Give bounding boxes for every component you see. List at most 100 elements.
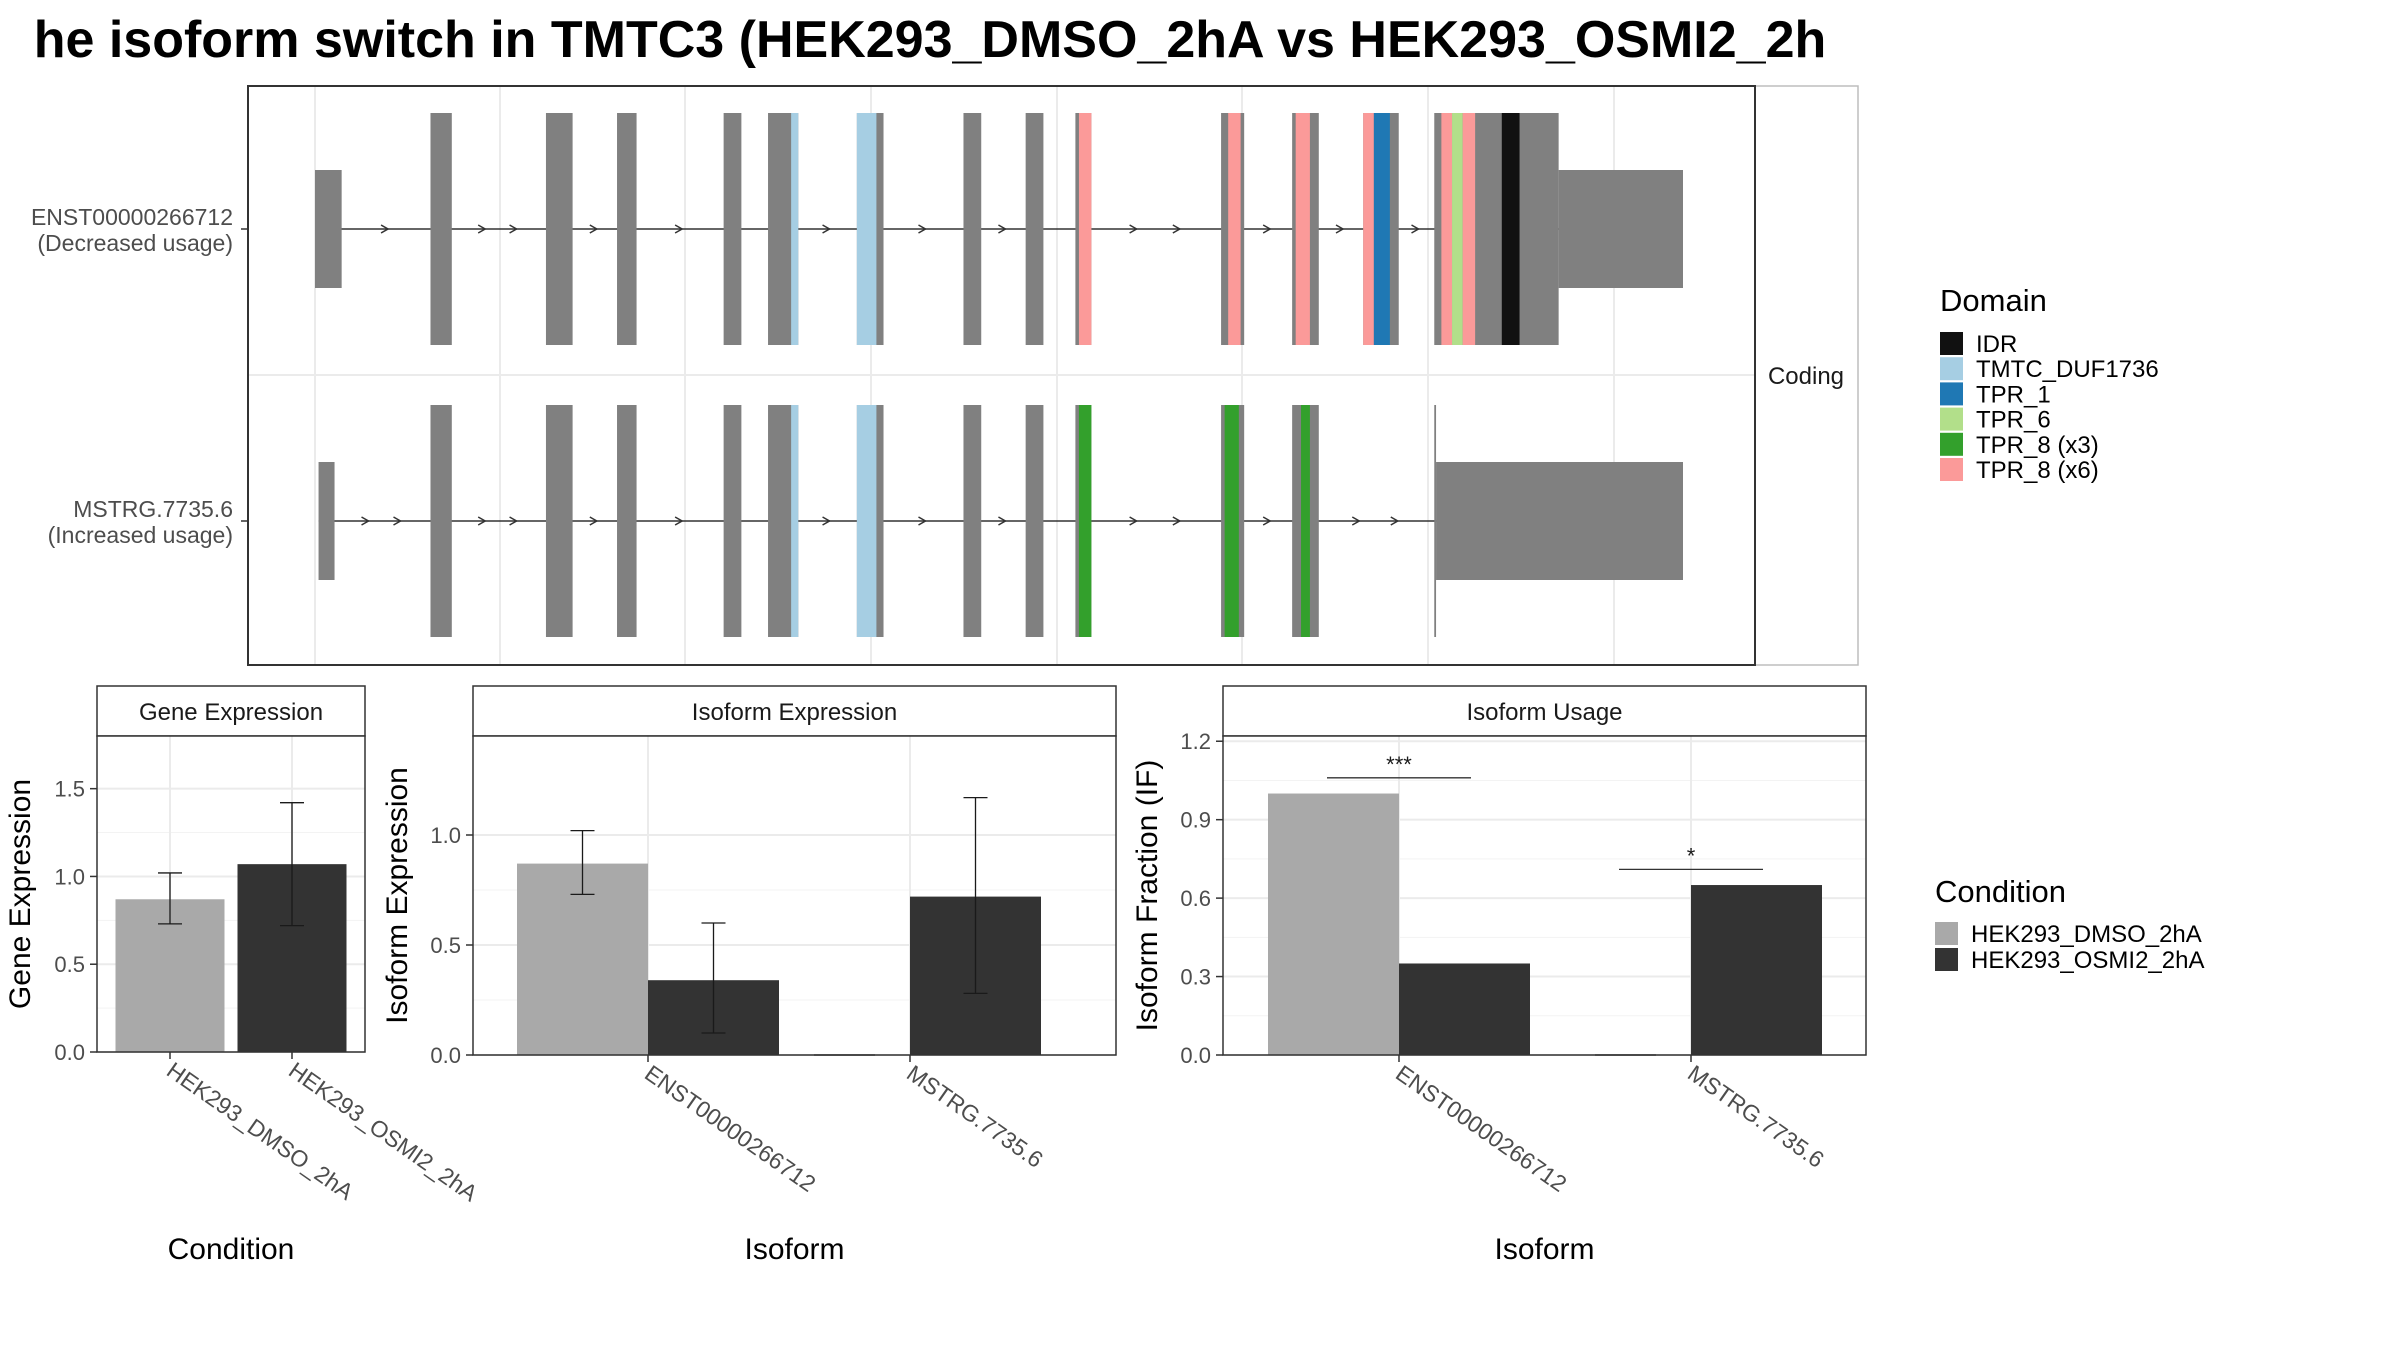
exon-block xyxy=(617,113,637,345)
exon-block xyxy=(1025,405,1044,637)
strip-label: Isoform Expression xyxy=(692,699,897,726)
domain-block xyxy=(1462,113,1476,345)
legend-swatch xyxy=(1940,357,1963,381)
intron-arrow xyxy=(998,224,1007,234)
intron-arrow xyxy=(509,224,519,234)
isoform-usage-panel: Isoform Usage****0.00.30.60.91.2ENST0000… xyxy=(1131,685,1867,1266)
domain-block xyxy=(1224,405,1239,637)
exon-block xyxy=(1558,170,1683,288)
exon-block xyxy=(430,113,452,345)
legend-label: TPR_8 (x3) xyxy=(1976,432,2099,459)
domain-block xyxy=(1078,405,1092,637)
exon-block xyxy=(1434,405,1437,637)
legend-label: TMTC_DUF1736 xyxy=(1976,356,2159,383)
exon-block xyxy=(545,405,573,637)
y-axis-title: Isoform Fraction (IF) xyxy=(1131,760,1164,1032)
intron-arrow xyxy=(1129,224,1139,234)
domain-block xyxy=(1452,113,1463,345)
exon-block xyxy=(315,170,342,288)
legend-swatch xyxy=(1940,382,1963,406)
x-tick-label: ENST00000266712 xyxy=(640,1060,820,1197)
y-tick-label: 0.0 xyxy=(430,1043,461,1068)
exon-block xyxy=(318,462,335,580)
domain-block xyxy=(791,405,799,637)
y-tick-label: 1.0 xyxy=(430,823,461,848)
exon-block xyxy=(723,405,742,637)
exon-block xyxy=(723,113,742,345)
domain-block xyxy=(1228,113,1241,345)
intron-arrow xyxy=(1351,516,1361,526)
plot-border xyxy=(96,735,366,1053)
strip-coding xyxy=(1754,85,1859,666)
domain-block xyxy=(856,113,877,345)
domain-block xyxy=(856,405,877,637)
isoform-name-label: ENST00000266712 xyxy=(31,204,233,230)
strip-label: Isoform Usage xyxy=(1466,699,1622,726)
intron-arrow xyxy=(1411,224,1421,234)
isoform-name-label: MSTRG.7735.6 xyxy=(73,496,233,522)
isoform-usage-label: (Increased usage) xyxy=(48,522,233,548)
x-tick-label: MSTRG.7735.6 xyxy=(1683,1060,1829,1173)
legend-swatch xyxy=(1940,332,1963,355)
intron-arrow xyxy=(361,516,371,526)
intron-arrow xyxy=(589,224,599,234)
exon-block xyxy=(963,405,982,637)
bar xyxy=(1268,793,1399,1055)
bar xyxy=(115,899,225,1052)
legend-swatch xyxy=(1935,948,1958,971)
domain-block xyxy=(1441,113,1453,345)
y-tick-label: 0.5 xyxy=(430,933,461,958)
domain-block xyxy=(1373,113,1390,345)
intron-arrow xyxy=(1262,516,1272,526)
isoform-expression-panel: Isoform Expression 0.0 0.5 1.0 ENST000002667… xyxy=(381,685,1117,1266)
intron-arrow xyxy=(822,516,832,526)
y-tick-label: 0.3 xyxy=(1180,965,1211,990)
domain-block xyxy=(1301,405,1310,637)
bar xyxy=(517,863,648,1055)
legend-label: HEK293_OSMI2_2hA xyxy=(1971,947,2204,974)
x-tick-label: MSTRG.7735.6 xyxy=(902,1060,1048,1173)
domain-block xyxy=(1078,113,1092,345)
strip-label: Gene Expression xyxy=(139,699,323,726)
y-axis-title: Gene Expression xyxy=(4,779,37,1009)
intron-arrow xyxy=(674,224,684,234)
significance-label: *** xyxy=(1386,752,1412,777)
isoform-usage-label: (Decreased usage) xyxy=(37,230,233,256)
x-axis-title: Isoform xyxy=(744,1233,844,1266)
intron-arrow xyxy=(918,224,928,234)
intron-arrow xyxy=(1129,516,1139,526)
intron-arrow xyxy=(998,516,1007,526)
plot-border xyxy=(472,735,1117,1056)
legend-swatch xyxy=(1940,458,1963,481)
legend-label: IDR xyxy=(1976,331,2017,358)
legend-label: TPR_6 xyxy=(1976,407,2051,434)
strip-coding-label: Coding xyxy=(1768,363,1844,390)
legend-swatch xyxy=(1935,922,1958,945)
legend-label: TPR_8 (x6) xyxy=(1976,457,2099,484)
plot-border xyxy=(1222,735,1867,1056)
y-tick-label: 0.5 xyxy=(54,952,85,977)
x-axis-title: Condition xyxy=(168,1233,295,1266)
structure-plot-border xyxy=(247,85,1756,666)
bar xyxy=(1691,885,1822,1055)
exon-block xyxy=(963,113,982,345)
legend-swatch xyxy=(1940,432,1963,456)
exon-block xyxy=(617,405,637,637)
x-axis-title: Isoform xyxy=(1494,1233,1594,1266)
figure-title: he isoform switch in TMTC3 (HEK293_DMSO_… xyxy=(34,11,1827,69)
legend-label: TPR_1 xyxy=(1976,381,2051,408)
exon-block xyxy=(1025,113,1044,345)
domain-block xyxy=(1363,113,1374,345)
intron-arrow xyxy=(1390,516,1400,526)
y-tick-label: 0.9 xyxy=(1180,808,1211,833)
bar xyxy=(1399,963,1530,1055)
exon-block xyxy=(545,113,573,345)
exon-block xyxy=(430,405,452,637)
legend-title: Domain xyxy=(1940,283,2047,318)
intron-arrow xyxy=(1262,224,1272,234)
legend-title: Condition xyxy=(1935,874,2066,909)
isoform-structure-panel: Coding ENST00000266712(Decreased usage) MS… xyxy=(31,85,1859,666)
